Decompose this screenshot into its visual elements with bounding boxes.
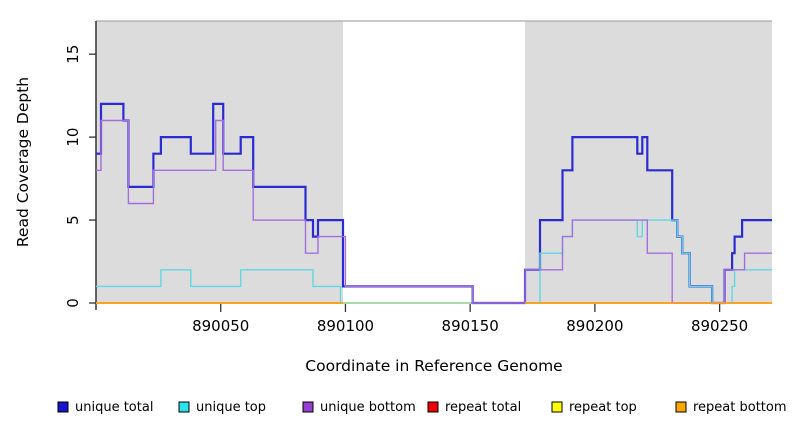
legend-label-2: unique bottom: [320, 400, 416, 415]
legend-swatch-4: [551, 401, 563, 413]
legend-swatch-3: [427, 401, 439, 413]
legend-item-repeat-total: repeat total: [427, 400, 521, 415]
x-tick-label-890150: 890150: [442, 317, 499, 335]
legend-label-0: unique total: [75, 400, 153, 415]
legend-label-1: unique top: [196, 400, 266, 415]
axes-layer: 0 5 10 15 890050 890100 890150 890200 890250: [64, 21, 748, 335]
legend-swatch-2: [302, 401, 314, 413]
series-layer: [96, 102, 772, 305]
legend-label-5: repeat bottom: [693, 400, 787, 415]
x-tick-label-890250: 890250: [691, 317, 748, 335]
legend-swatch-5: [675, 401, 687, 413]
legend-swatch-1: [178, 401, 190, 413]
y-tick-label-0: 0: [64, 298, 82, 308]
series-unique-top-seg0: [96, 269, 343, 304]
legend-label-3: repeat total: [445, 400, 521, 415]
y-tick-label-10: 10: [64, 128, 82, 147]
legend-item-unique-bottom: unique bottom: [302, 400, 416, 415]
x-tick-label-890050: 890050: [192, 317, 249, 335]
legend-item-repeat-top: repeat top: [551, 400, 637, 415]
shaded-region-1: [525, 21, 772, 302]
legend-swatch-0: [57, 401, 69, 413]
legend: unique total unique top unique bottom repea…: [57, 400, 787, 415]
y-tick-label-5: 5: [64, 215, 82, 225]
shaded-regions-layer: [96, 20, 772, 302]
y-axis-label: Read Coverage Depth: [14, 77, 32, 247]
x-axis-label: Coordinate in Reference Genome: [305, 357, 562, 375]
legend-item-repeat-bottom: repeat bottom: [675, 400, 787, 415]
shaded-region-0: [96, 21, 343, 302]
x-tick-label-890100: 890100: [317, 317, 374, 335]
y-tick-label-15: 15: [64, 45, 82, 64]
x-tick-label-890200: 890200: [566, 317, 623, 335]
legend-item-unique-total: unique total: [57, 400, 153, 415]
legend-item-unique-top: unique top: [178, 400, 266, 415]
series-unique-bottom-seg0: [96, 119, 772, 304]
legend-label-4: repeat top: [569, 400, 637, 415]
